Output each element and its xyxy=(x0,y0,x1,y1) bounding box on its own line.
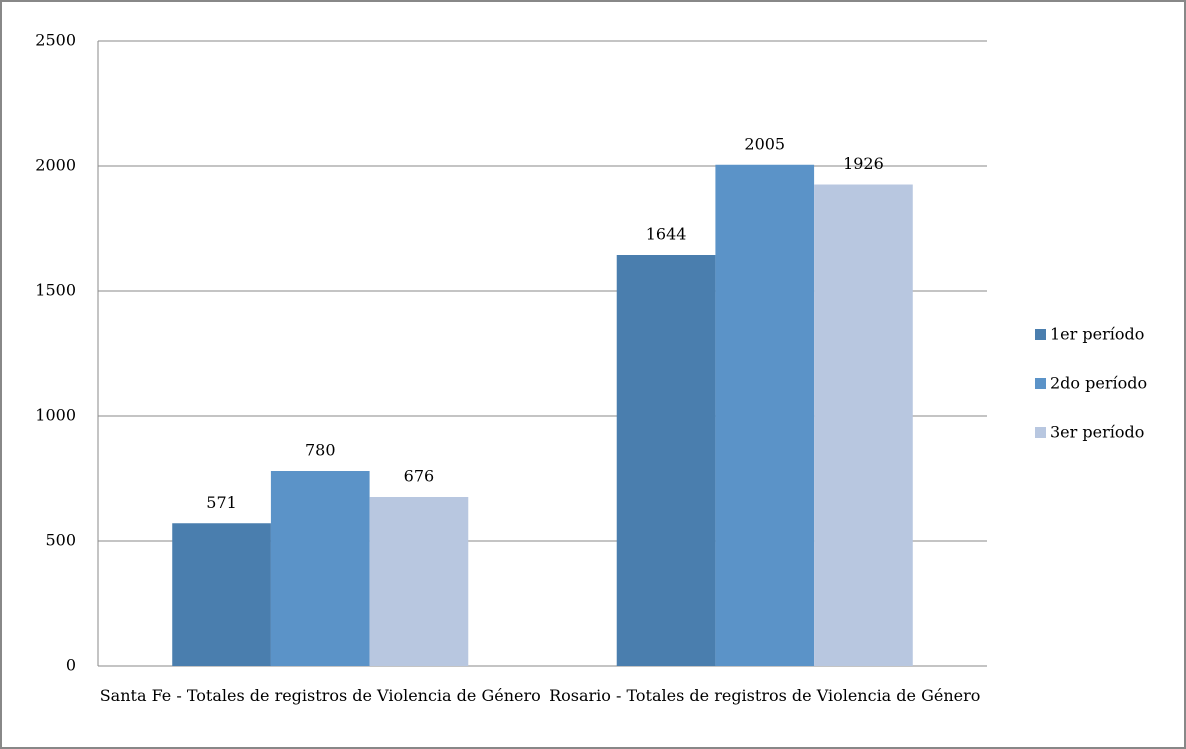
bar xyxy=(172,523,271,666)
y-tick-label: 1000 xyxy=(35,406,76,425)
bar xyxy=(369,497,469,666)
y-tick-label: 2000 xyxy=(35,156,76,175)
bar xyxy=(715,164,815,666)
legend-swatch xyxy=(1035,427,1046,438)
legend-swatch xyxy=(1035,329,1046,340)
bar xyxy=(616,255,716,666)
data-label: 1644 xyxy=(646,225,687,244)
data-label: 571 xyxy=(206,493,237,512)
y-tick-label: 0 xyxy=(66,656,76,675)
legend-label: 3er período xyxy=(1050,423,1144,442)
legend-swatch xyxy=(1035,378,1046,389)
y-tick-label: 500 xyxy=(45,531,76,550)
data-label: 1926 xyxy=(843,154,884,173)
x-tick-label: Rosario - Totales de registros de Violen… xyxy=(549,686,981,705)
bar xyxy=(814,184,913,666)
data-label: 2005 xyxy=(744,134,785,153)
y-tick-label: 1500 xyxy=(35,281,76,300)
legend-label: 2do período xyxy=(1050,374,1147,393)
data-label: 780 xyxy=(305,441,336,460)
x-tick-label: Santa Fe - Totales de registros de Viole… xyxy=(99,686,541,705)
data-label: 676 xyxy=(404,467,435,486)
legend-label: 1er período xyxy=(1050,325,1144,344)
bar xyxy=(270,471,370,666)
y-tick-label: 2500 xyxy=(35,31,76,50)
